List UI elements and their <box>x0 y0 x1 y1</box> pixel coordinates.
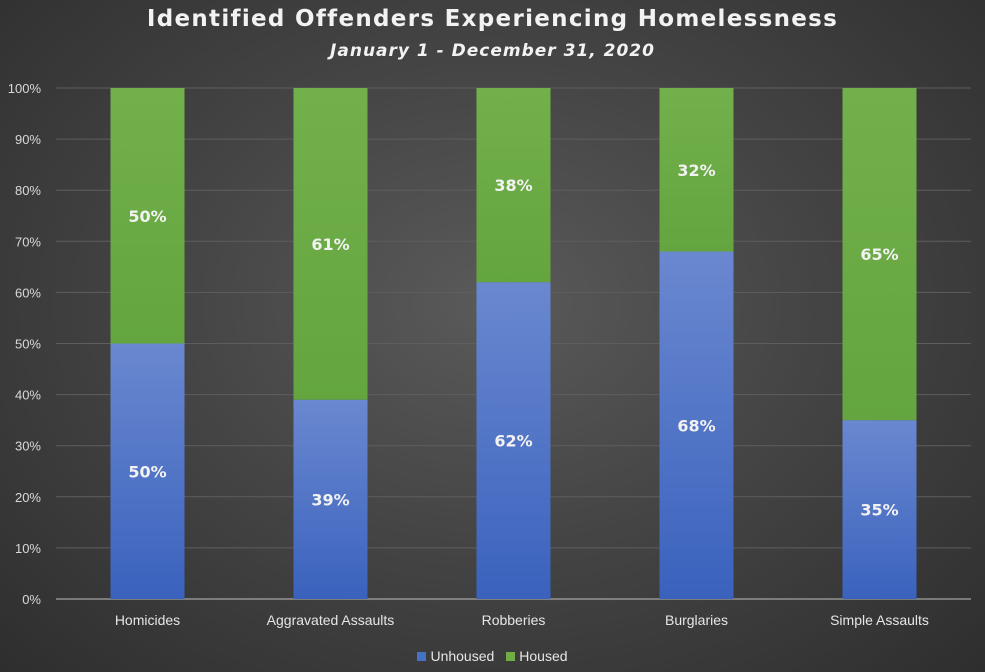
data-label-housed: 50% <box>128 207 166 226</box>
data-label-unhoused: 35% <box>860 501 898 520</box>
data-label-unhoused: 62% <box>494 432 532 451</box>
y-tick-label: 80% <box>15 183 41 198</box>
bar-unhoused-robberies <box>476 282 551 599</box>
x-tick-label: Simple Assaults <box>830 612 929 628</box>
data-label-unhoused: 50% <box>128 462 166 481</box>
x-tick-label: Homicides <box>115 612 180 628</box>
chart-subtitle: January 1 - December 31, 2020 <box>330 41 655 61</box>
bar-labels: 50% 50% 39% 61% 62% 38% 68% 32% 35% 65% <box>128 161 898 520</box>
data-label-unhoused: 68% <box>677 416 715 435</box>
x-tick-label: Burglaries <box>665 612 728 628</box>
bar-housed-burglaries <box>659 88 734 252</box>
bar-housed-robberies <box>476 88 551 283</box>
y-tick-label: 40% <box>15 388 41 403</box>
legend-swatch-housed <box>506 651 516 661</box>
bar-housed-aggravated-assaults <box>293 88 368 400</box>
data-label-housed: 61% <box>311 235 349 254</box>
y-tick-label: 10% <box>15 541 41 556</box>
legend: Unhoused Housed <box>0 648 985 664</box>
bar-housed-homicides <box>110 88 185 344</box>
legend-swatch-unhoused <box>417 651 427 661</box>
legend-item-housed: Housed <box>506 648 568 664</box>
legend-label-unhoused: Unhoused <box>430 648 495 664</box>
legend-label-housed: Housed <box>519 648 568 664</box>
y-tick-label: 70% <box>15 234 41 249</box>
y-tick-label: 100% <box>8 81 42 96</box>
y-tick-label: 20% <box>15 490 41 505</box>
data-label-housed: 38% <box>494 176 532 195</box>
y-tick-label: 0% <box>22 592 41 607</box>
x-tick-label: Robberies <box>482 612 546 628</box>
y-tick-label: 50% <box>15 337 41 352</box>
x-axis-labels: Homicides Aggravated Assaults Robberies Bur… <box>115 612 929 628</box>
data-label-housed: 65% <box>860 245 898 264</box>
data-label-housed: 32% <box>677 161 715 180</box>
bar-unhoused-simple-assaults <box>842 420 917 599</box>
bar-unhoused-burglaries <box>659 251 734 599</box>
y-tick-label: 60% <box>15 285 41 300</box>
data-label-unhoused: 39% <box>311 490 349 509</box>
bars <box>110 88 917 599</box>
bar-unhoused-homicides <box>110 343 185 599</box>
y-tick-label: 90% <box>15 132 41 147</box>
y-tick-label: 30% <box>15 439 41 454</box>
bar-unhoused-aggravated-assaults <box>293 399 368 599</box>
chart-title: Identified Offenders Experiencing Homele… <box>146 6 839 32</box>
bar-housed-simple-assaults <box>842 88 917 421</box>
x-tick-label: Aggravated Assaults <box>267 612 395 628</box>
legend-item-unhoused: Unhoused <box>417 648 494 664</box>
y-axis-ticks: 0% 10% 20% 30% 40% 50% 60% 70% 80% 90% 100% <box>8 81 42 607</box>
